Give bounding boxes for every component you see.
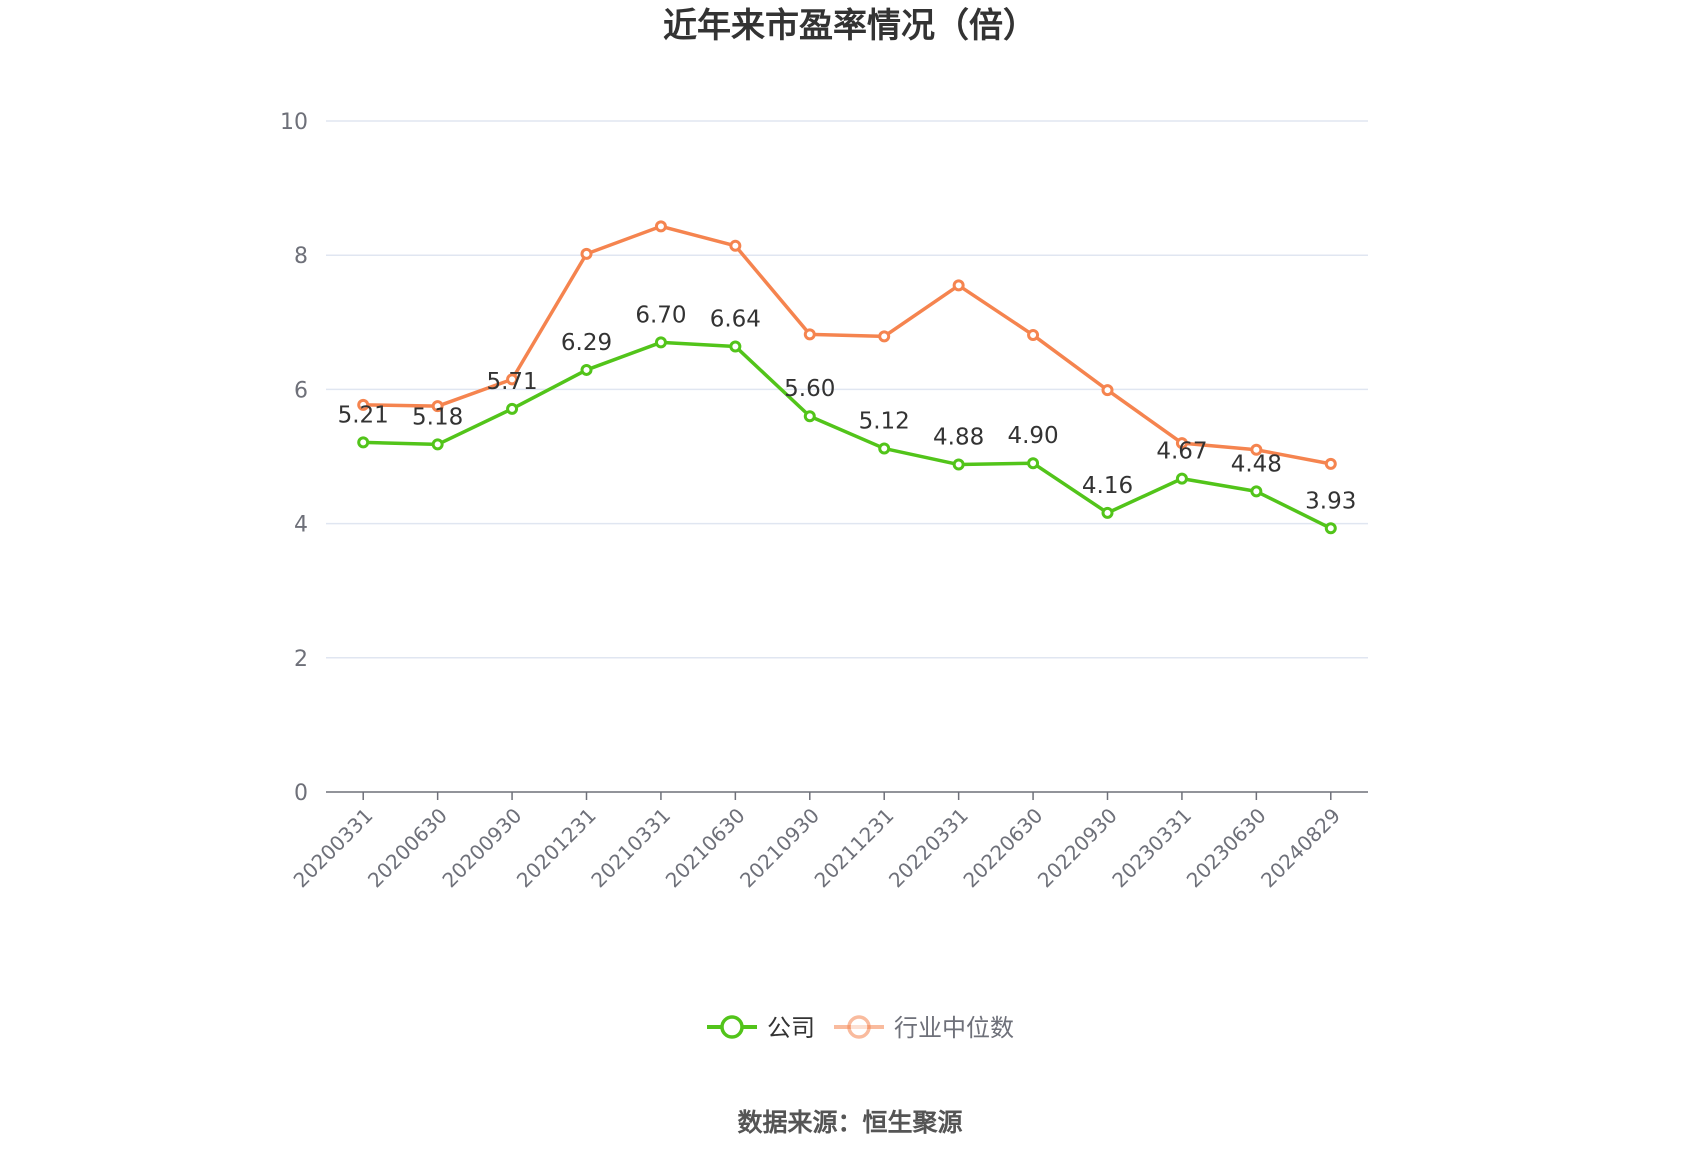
legend[interactable]: 公司 行业中位数 (707, 1014, 1014, 1042)
x-tick-label: 20201231 (512, 803, 601, 892)
data-label: 5.71 (486, 369, 537, 395)
data-label: 4.90 (1007, 423, 1058, 449)
data-point[interactable] (1101, 506, 1114, 519)
x-tick-label: 20220630 (958, 803, 1047, 892)
y-axis: 0 2 4 6 8 10 (280, 110, 308, 806)
data-point[interactable] (1027, 457, 1040, 470)
data-point[interactable] (729, 340, 742, 353)
data-point[interactable] (506, 402, 519, 415)
series-line (363, 224, 1332, 466)
legend-item-industry-median[interactable]: 行业中位数 (834, 1014, 1014, 1042)
data-point[interactable] (654, 336, 667, 349)
data-point[interactable] (1027, 329, 1040, 342)
legend-item-company[interactable]: 公司 (707, 1014, 815, 1042)
series-industry-median (357, 220, 1337, 470)
x-tick-label: 20220331 (884, 803, 973, 892)
data-point[interactable] (803, 410, 816, 423)
data-point[interactable] (357, 398, 370, 411)
x-tick-label: 20200930 (437, 803, 526, 892)
data-label: 5.12 (859, 408, 910, 434)
data-point[interactable] (1324, 457, 1337, 470)
data-label: 4.48 (1231, 451, 1282, 477)
data-point[interactable] (952, 458, 965, 471)
data-label: 6.29 (561, 330, 612, 356)
legend-marker-icon (720, 1015, 744, 1039)
data-label: 3.93 (1305, 488, 1356, 514)
data-label: 5.21 (338, 402, 389, 428)
data-point[interactable] (1250, 485, 1263, 498)
x-tick-label: 20210630 (661, 803, 750, 892)
data-point[interactable] (878, 330, 891, 343)
data-point[interactable] (431, 438, 444, 451)
data-point[interactable] (952, 279, 965, 292)
data-point[interactable] (1175, 472, 1188, 485)
x-tick-label: 20211231 (810, 803, 899, 892)
series-line (363, 340, 1332, 530)
data-label: 4.16 (1082, 473, 1133, 499)
y-tick-label: 10 (280, 110, 308, 135)
x-tick-label: 20230630 (1182, 803, 1271, 892)
legend-label: 公司 (767, 1014, 815, 1042)
grid-lines (326, 120, 1368, 659)
data-point[interactable] (580, 363, 593, 376)
data-label: 6.70 (635, 302, 686, 328)
x-axis: 2020033120200630202009302020123120210331… (289, 791, 1368, 892)
source-note: 数据来源：恒生聚源 (737, 1108, 962, 1137)
data-labels: 5.21 5.18 5.71 6.29 6.70 6.64 5.60 5.12 4.88 4.90… (338, 302, 1357, 514)
x-tick-label: 20230331 (1107, 803, 1196, 892)
legend-marker-icon (847, 1015, 871, 1039)
legend-label: 行业中位数 (894, 1014, 1014, 1042)
data-point[interactable] (357, 436, 370, 449)
chart-title: 近年来市盈率情况（倍） (663, 6, 1037, 46)
x-tick-label: 20220930 (1033, 803, 1122, 892)
data-label: 6.64 (710, 306, 761, 332)
data-point[interactable] (580, 247, 593, 260)
data-label: 5.18 (412, 404, 463, 430)
data-point[interactable] (1175, 437, 1188, 450)
data-point[interactable] (1101, 384, 1114, 397)
data-label: 4.88 (933, 425, 984, 451)
data-point[interactable] (654, 220, 667, 233)
data-point[interactable] (729, 239, 742, 252)
data-point[interactable] (1250, 443, 1263, 456)
x-tick-label: 20210331 (586, 803, 675, 892)
y-tick-label: 2 (294, 647, 308, 672)
data-point[interactable] (878, 442, 891, 455)
data-point[interactable] (1324, 522, 1337, 535)
series-company (357, 336, 1337, 535)
x-tick-label: 20240829 (1256, 803, 1345, 892)
data-point[interactable] (506, 373, 519, 386)
data-label: 5.60 (784, 376, 835, 402)
data-point[interactable] (431, 400, 444, 413)
x-tick-label: 20200331 (289, 803, 378, 892)
x-tick-label: 20200630 (363, 803, 452, 892)
y-tick-label: 0 (294, 781, 308, 806)
series-group (357, 220, 1337, 535)
x-tick-label: 20210930 (735, 803, 824, 892)
y-tick-label: 6 (294, 378, 308, 403)
y-tick-label: 4 (294, 513, 308, 538)
y-tick-label: 8 (294, 244, 308, 269)
data-point[interactable] (803, 328, 816, 341)
data-label: 4.67 (1156, 439, 1207, 465)
